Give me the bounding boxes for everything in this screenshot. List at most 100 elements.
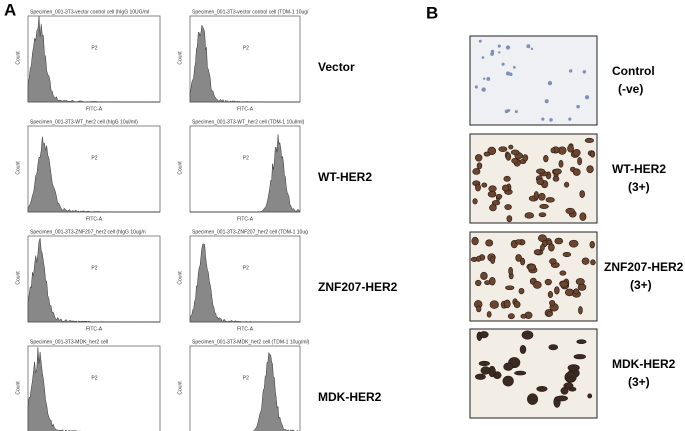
cell: [544, 99, 549, 104]
cell: [587, 393, 593, 399]
y-axis-label: Count: [177, 271, 183, 285]
cell: [533, 249, 542, 255]
gate-label: P2: [91, 155, 97, 161]
cell: [558, 160, 564, 168]
cell: [573, 354, 586, 360]
cell: [563, 382, 574, 390]
cell: [549, 118, 553, 122]
cell: [503, 362, 514, 371]
cell: [543, 155, 549, 163]
cell: [539, 203, 549, 209]
cell: [568, 117, 572, 121]
cell: [576, 104, 580, 109]
row-sublabel: (3+): [630, 278, 652, 292]
cell: [569, 69, 573, 73]
cell: [548, 344, 559, 351]
cell: [526, 44, 531, 49]
cell: [552, 175, 560, 182]
cell: [547, 291, 554, 299]
cell: [479, 331, 489, 339]
x-axis-label: FITC-A: [237, 216, 254, 222]
cell: [519, 345, 527, 354]
cell: [488, 185, 497, 193]
cell: [508, 144, 514, 150]
cell: [536, 178, 545, 185]
histogram: [27, 16, 160, 103]
y-axis-label: Count: [15, 271, 21, 285]
cell: [524, 212, 535, 219]
cell: [565, 207, 575, 215]
cell: [476, 162, 483, 170]
cell: [573, 288, 580, 295]
y-axis-label: Count: [15, 381, 21, 395]
cell: [496, 193, 503, 200]
histogram: [252, 352, 301, 431]
cell: [545, 197, 555, 203]
cell: [567, 144, 574, 153]
gate-label: P2: [91, 45, 97, 51]
cell: [481, 56, 485, 59]
row-sublabel: (3+): [628, 180, 650, 194]
cell: [488, 276, 496, 286]
cell: [515, 239, 522, 245]
cell: [530, 47, 534, 51]
cell: [478, 360, 490, 367]
cell: [559, 270, 567, 276]
y-axis-label: Count: [177, 51, 183, 65]
cell: [582, 70, 587, 74]
cell: [476, 305, 482, 313]
cell: [514, 370, 527, 376]
cell: [474, 85, 478, 89]
cell: [576, 339, 587, 345]
gate-label: P2: [91, 265, 97, 271]
cell: [511, 157, 519, 164]
cell: [475, 373, 486, 380]
row-label: WT-HER2: [318, 170, 372, 184]
cell: [480, 271, 488, 280]
cell: [586, 165, 594, 174]
cell: [533, 191, 539, 200]
gate-label: P2: [91, 375, 97, 381]
cell: [590, 259, 596, 266]
cell: [548, 243, 555, 252]
cell: [584, 137, 594, 143]
cell: [512, 66, 516, 69]
cell: [491, 200, 501, 206]
panel-label: B: [426, 3, 438, 22]
cell: [590, 151, 596, 158]
cell: [501, 62, 505, 66]
cell: [504, 204, 512, 210]
row-label: ZNF207-HER2: [604, 260, 684, 274]
cell: [567, 364, 580, 372]
cell: [522, 154, 529, 162]
plot-title: Specimen_001-3T3-WT_her2 cell (TDM-1 10u…: [192, 119, 305, 125]
cell: [508, 266, 513, 276]
cell: [503, 175, 511, 182]
histogram: [189, 24, 300, 103]
row-label: ZNF207-HER2: [318, 280, 398, 294]
cell: [506, 215, 513, 223]
cell: [489, 300, 499, 309]
plot-title: Specimen_001-3T3-vector control cell (TD…: [192, 9, 309, 15]
cell: [546, 311, 553, 317]
cell: [505, 285, 515, 291]
cell: [476, 255, 482, 262]
x-axis-label: FITC-A: [237, 326, 254, 332]
cell: [589, 241, 595, 249]
cell: [536, 168, 546, 175]
cell: [471, 236, 479, 246]
plot-title: Specimen_001-3T3-WT_her2 cell (hIgG 10ul…: [30, 119, 138, 125]
plot-title: Specimen_001-3T3-ZNF207_her2 cell (TDM-1…: [192, 229, 308, 235]
row-label: MDK-HER2: [318, 390, 382, 404]
cell: [489, 204, 497, 212]
cell: [486, 311, 492, 318]
row-label: Vector: [318, 60, 355, 74]
cell: [550, 147, 556, 154]
x-axis-label: FITC-A: [86, 106, 103, 112]
cell: [549, 258, 557, 265]
cell: [538, 192, 546, 201]
x-axis-label: FITC-A: [237, 106, 254, 112]
cell: [584, 95, 590, 100]
y-axis-label: Count: [15, 161, 21, 175]
